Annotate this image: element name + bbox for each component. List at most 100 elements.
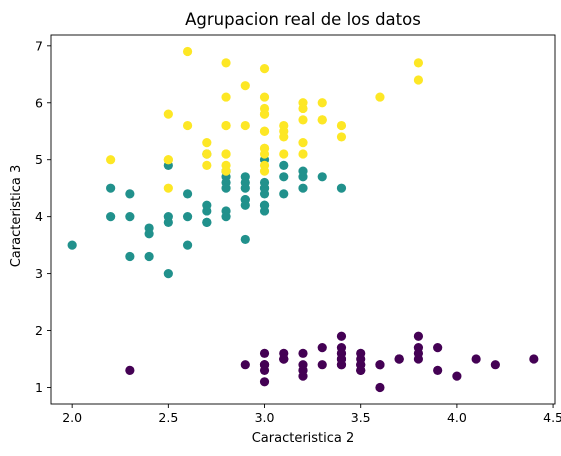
point-group-2 (182, 46, 193, 57)
point-group-1 (125, 251, 135, 262)
point-group-1 (240, 234, 250, 245)
plot-frame (50, 34, 556, 405)
point-group-0 (394, 354, 404, 364)
point-group-2 (202, 138, 212, 148)
point-group-1 (144, 251, 154, 262)
point-group-2 (163, 155, 173, 165)
y-tick-label: 3 (35, 266, 43, 281)
point-group-1 (144, 229, 154, 239)
point-group-2 (259, 166, 270, 176)
x-axis-label: Caracteristica 2 (252, 431, 355, 446)
y-tick-label: 6 (35, 95, 43, 110)
point-group-0 (298, 360, 308, 370)
point-group-2 (221, 149, 231, 159)
point-group-1 (202, 217, 212, 227)
point-group-2 (413, 75, 424, 85)
point-group-2 (259, 126, 270, 136)
point-group-0 (356, 348, 366, 358)
point-group-2 (298, 115, 308, 125)
point-group-2 (317, 98, 327, 108)
point-group-0 (413, 348, 424, 358)
point-group-2 (240, 81, 250, 91)
point-group-0 (317, 360, 327, 370)
point-group-0 (125, 365, 135, 375)
point-group-2 (221, 92, 231, 102)
y-tick-label: 2 (35, 323, 43, 338)
point-group-1 (240, 194, 250, 205)
chart-title: Agrupacion real de los datos (185, 10, 421, 29)
point-group-1 (163, 269, 173, 279)
point-group-0 (471, 354, 481, 364)
point-group-0 (490, 360, 500, 370)
point-group-0 (259, 348, 270, 358)
x-tick-label: 2.0 (62, 410, 82, 425)
point-group-0 (356, 365, 366, 375)
point-group-2 (163, 183, 173, 193)
point-group-2 (336, 132, 347, 142)
point-group-1 (336, 183, 347, 193)
y-axis-label: Caracteristica 3 (9, 165, 24, 268)
x-tick-label: 3.5 (351, 410, 371, 425)
point-group-1 (279, 160, 289, 170)
point-group-0 (279, 354, 289, 364)
point-group-0 (317, 343, 327, 353)
point-group-1 (259, 200, 270, 210)
point-group-1 (221, 206, 231, 216)
point-group-2 (413, 58, 424, 68)
point-group-1 (279, 172, 289, 182)
points-layer (67, 46, 539, 393)
point-group-2 (279, 132, 289, 142)
x-tick-label: 4.5 (543, 410, 561, 425)
point-group-2 (298, 138, 308, 148)
point-group-2 (317, 115, 327, 125)
point-group-2 (259, 64, 270, 74)
point-group-1 (202, 200, 212, 210)
point-group-2 (182, 120, 193, 131)
point-group-0 (452, 371, 462, 381)
point-group-2 (298, 103, 308, 114)
point-group-0 (529, 354, 539, 364)
point-group-1 (125, 189, 135, 199)
point-group-1 (221, 183, 231, 193)
point-group-2 (221, 120, 231, 131)
point-group-1 (259, 177, 270, 188)
point-group-0 (298, 348, 308, 358)
point-group-1 (317, 172, 327, 182)
point-group-0 (413, 331, 424, 341)
point-group-2 (240, 120, 250, 131)
point-group-2 (279, 149, 289, 159)
y-tick-label: 4 (35, 209, 43, 224)
point-group-1 (125, 212, 135, 222)
point-group-1 (240, 172, 250, 182)
point-group-1 (106, 183, 116, 193)
point-group-2 (298, 149, 308, 159)
point-group-2 (202, 149, 212, 159)
point-group-1 (182, 240, 193, 250)
point-group-2 (221, 58, 231, 68)
y-tick-label: 1 (35, 380, 43, 395)
point-group-2 (375, 92, 385, 102)
point-group-0 (375, 360, 385, 370)
y-axis: 1 2 3 4 5 6 7 (35, 38, 51, 395)
point-group-2 (259, 92, 270, 102)
point-group-1 (298, 166, 308, 176)
point-group-0 (240, 360, 250, 370)
point-group-2 (336, 120, 347, 131)
point-group-0 (259, 360, 270, 370)
point-group-2 (279, 120, 289, 131)
point-group-1 (182, 189, 193, 199)
point-group-2 (106, 155, 116, 165)
point-group-0 (259, 377, 270, 387)
point-group-1 (279, 189, 289, 199)
x-tick-label: 2.5 (158, 410, 178, 425)
point-group-1 (163, 212, 173, 222)
point-group-1 (67, 240, 77, 250)
x-tick-label: 4.0 (447, 410, 467, 425)
x-tick-label: 3.0 (255, 410, 275, 425)
y-tick-label: 5 (35, 152, 43, 167)
point-group-1 (240, 183, 250, 193)
point-group-2 (221, 166, 231, 176)
point-group-0 (375, 382, 385, 393)
point-group-1 (182, 212, 193, 222)
